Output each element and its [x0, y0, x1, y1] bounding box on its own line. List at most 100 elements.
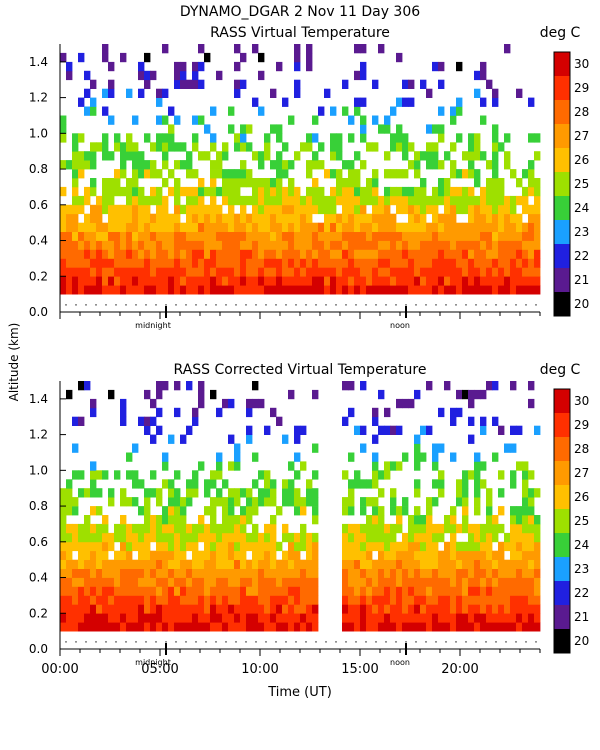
heatmap-cell — [210, 470, 217, 480]
heatmap-cell — [114, 249, 121, 259]
baseline-dot — [305, 304, 307, 306]
heatmap-cell — [456, 613, 463, 623]
colorbar-segment — [554, 220, 570, 244]
heatmap-cell — [108, 568, 115, 578]
heatmap-cell — [510, 249, 517, 259]
heatmap-cell — [78, 595, 85, 605]
heatmap-cell — [174, 381, 181, 391]
heatmap-cell — [372, 213, 379, 223]
heatmap-cell — [510, 559, 517, 569]
heatmap-cell — [450, 276, 457, 286]
heatmap-cell — [378, 195, 385, 206]
heatmap-cell — [78, 523, 85, 534]
heatmap-cell — [150, 622, 157, 632]
heatmap-cell — [102, 523, 109, 534]
heatmap-cell — [162, 240, 169, 250]
heatmap-cell — [180, 613, 187, 623]
heatmap-cell — [234, 178, 241, 188]
baseline-dot — [525, 304, 527, 306]
heatmap-cell — [348, 550, 355, 560]
heatmap-cell — [474, 470, 481, 480]
heatmap-cell — [420, 425, 427, 435]
heatmap-cell — [324, 222, 331, 232]
heatmap-cell — [378, 586, 385, 596]
heatmap-cell — [96, 470, 103, 480]
heatmap-cell — [510, 622, 517, 632]
heatmap-cell — [66, 506, 73, 516]
heatmap-cell — [456, 604, 463, 614]
heatmap-cell — [294, 88, 301, 98]
heatmap-cell — [78, 381, 85, 391]
heatmap-cell — [498, 550, 505, 560]
heatmap-cell — [342, 622, 349, 632]
heatmap-cell — [474, 613, 481, 623]
heatmap-cell — [354, 568, 361, 578]
heatmap-cell — [264, 133, 271, 143]
heatmap-cell — [468, 249, 475, 259]
heatmap-cell — [432, 577, 439, 587]
heatmap-cell — [186, 497, 193, 507]
heatmap-cell — [516, 222, 523, 232]
heatmap-cell — [150, 70, 157, 81]
heatmap-cell — [162, 568, 169, 578]
heatmap-cell — [378, 276, 385, 286]
heatmap-cell — [150, 195, 157, 206]
heatmap-cell — [522, 249, 529, 259]
heatmap-cell — [264, 231, 271, 241]
baseline-dot — [255, 641, 257, 643]
heatmap-cell — [90, 550, 97, 560]
heatmap-cell — [84, 595, 91, 605]
heatmap-cell — [78, 231, 85, 241]
heatmap-cell — [60, 532, 67, 543]
heatmap-cell — [522, 258, 529, 268]
heatmap-cell — [528, 276, 535, 286]
heatmap-cell — [528, 532, 535, 543]
heatmap-cell — [216, 276, 223, 286]
heatmap-cell — [348, 568, 355, 578]
heatmap-cell — [300, 523, 307, 534]
heatmap-cell — [204, 613, 211, 623]
heatmap-cell — [252, 285, 259, 295]
heatmap-cell — [72, 285, 79, 295]
heatmap-cell — [228, 577, 235, 587]
heatmap-cell — [330, 213, 337, 223]
heatmap-cell — [426, 285, 433, 295]
heatmap-cell — [522, 523, 529, 534]
heatmap-cell — [432, 204, 439, 215]
heatmap-cell — [372, 586, 379, 596]
heatmap-cell — [408, 231, 415, 241]
baseline-dot — [345, 641, 347, 643]
heatmap-cell — [198, 151, 205, 161]
heatmap-cell — [450, 249, 457, 259]
heatmap-cell — [156, 186, 163, 197]
heatmap-cell — [432, 568, 439, 578]
heatmap-cell — [204, 124, 211, 134]
heatmap-cell — [228, 613, 235, 623]
heatmap-cell — [462, 470, 469, 480]
heatmap-cell — [414, 613, 421, 623]
baseline-dot — [325, 641, 327, 643]
heatmap-cell — [102, 515, 109, 525]
heatmap-cell — [414, 506, 421, 516]
heatmap-cell — [426, 240, 433, 250]
heatmap-cell — [462, 204, 469, 215]
heatmap-cell — [126, 622, 133, 632]
heatmap-cell — [84, 186, 91, 197]
heatmap-cell — [306, 550, 313, 560]
heatmap-cell — [174, 613, 181, 623]
heatmap-cell — [378, 231, 385, 241]
heatmap-cell — [312, 222, 319, 232]
heatmap-cell — [360, 622, 367, 632]
heatmap-cell — [378, 389, 385, 400]
heatmap-cell — [354, 276, 361, 286]
heatmap-cell — [438, 133, 445, 143]
heatmap-cell — [156, 541, 163, 552]
heatmap-cell — [288, 541, 295, 552]
heatmap-cell — [414, 285, 421, 295]
heatmap-cell — [378, 532, 385, 543]
heatmap-cell — [450, 142, 457, 152]
heatmap-cell — [222, 231, 229, 241]
heatmap-cell — [252, 452, 259, 462]
heatmap-cell — [246, 515, 253, 525]
heatmap-cell — [102, 622, 109, 632]
